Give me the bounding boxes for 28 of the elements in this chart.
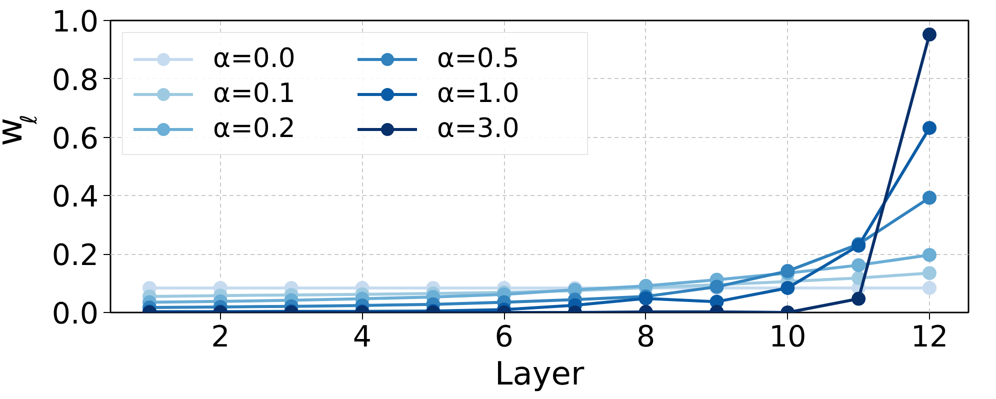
legend-label: α=0.5 [437,43,520,74]
point [922,120,936,135]
x-tick-label: 2 [211,320,230,354]
point [922,190,936,205]
y-tick-label: 1.0 [52,4,99,38]
point [922,248,936,262]
y-tick-label: 0.4 [52,180,99,214]
y-tick-label: 0.6 [52,121,99,156]
y-tick-label: 0.0 [52,296,99,330]
x-tick-label: 12 [910,320,948,354]
y-tick-label: 0.8 [52,62,99,97]
legend-label: α=1.0 [437,78,520,109]
x-axis-title: Layer [494,354,585,392]
point [922,266,936,280]
legend-label: α=0.1 [213,78,296,109]
legend-label: α=3.0 [437,113,520,144]
x-tick-label: 4 [352,320,372,354]
x-tick-label: 10 [769,320,806,354]
x-tick-label: 6 [494,320,514,354]
legend-label: α=0.0 [213,43,296,74]
point [922,280,936,295]
point [852,258,866,272]
point [922,28,936,42]
x-tick-label: 8 [636,320,656,354]
y-tick-label: 0.2 [52,238,99,272]
point [852,292,866,306]
y-axis-title: wℓ [0,114,42,146]
legend-label: α=0.2 [213,113,296,144]
